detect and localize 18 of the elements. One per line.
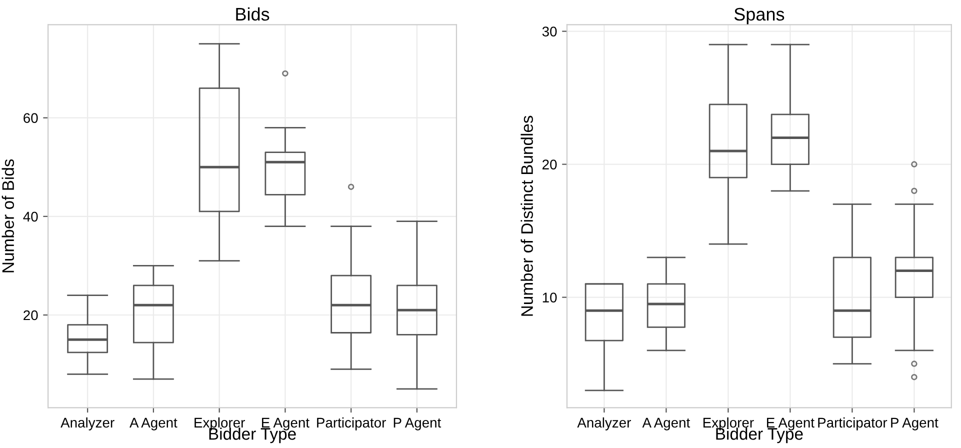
x-tick-label: A Agent <box>642 418 690 430</box>
y-axis-title: Number of Distinct Bundles <box>520 116 533 316</box>
x-tick-label: Analyzer <box>577 417 631 430</box>
x-tick-label: P Agent <box>891 418 938 430</box>
chart-title: Bids <box>236 7 270 21</box>
x-tick-label: Analyzer <box>60 417 114 430</box>
x-tick-label: Participator <box>818 417 888 430</box>
y-tick-label: 10 <box>542 292 557 302</box>
y-tick-label: 60 <box>24 113 38 123</box>
x-tick-label: A Agent <box>130 418 178 430</box>
y-tick-label: 30 <box>542 26 557 36</box>
y-tick-label: 20 <box>24 310 38 320</box>
y-tick-label: 20 <box>542 160 557 170</box>
y-tick-label: 40 <box>23 212 38 222</box>
x-tick-label: P Agent <box>394 418 442 430</box>
x-tick-label: Participator <box>317 417 386 430</box>
y-axis-title: Number of Bids <box>2 159 14 272</box>
chart-title: Spans <box>734 8 784 24</box>
